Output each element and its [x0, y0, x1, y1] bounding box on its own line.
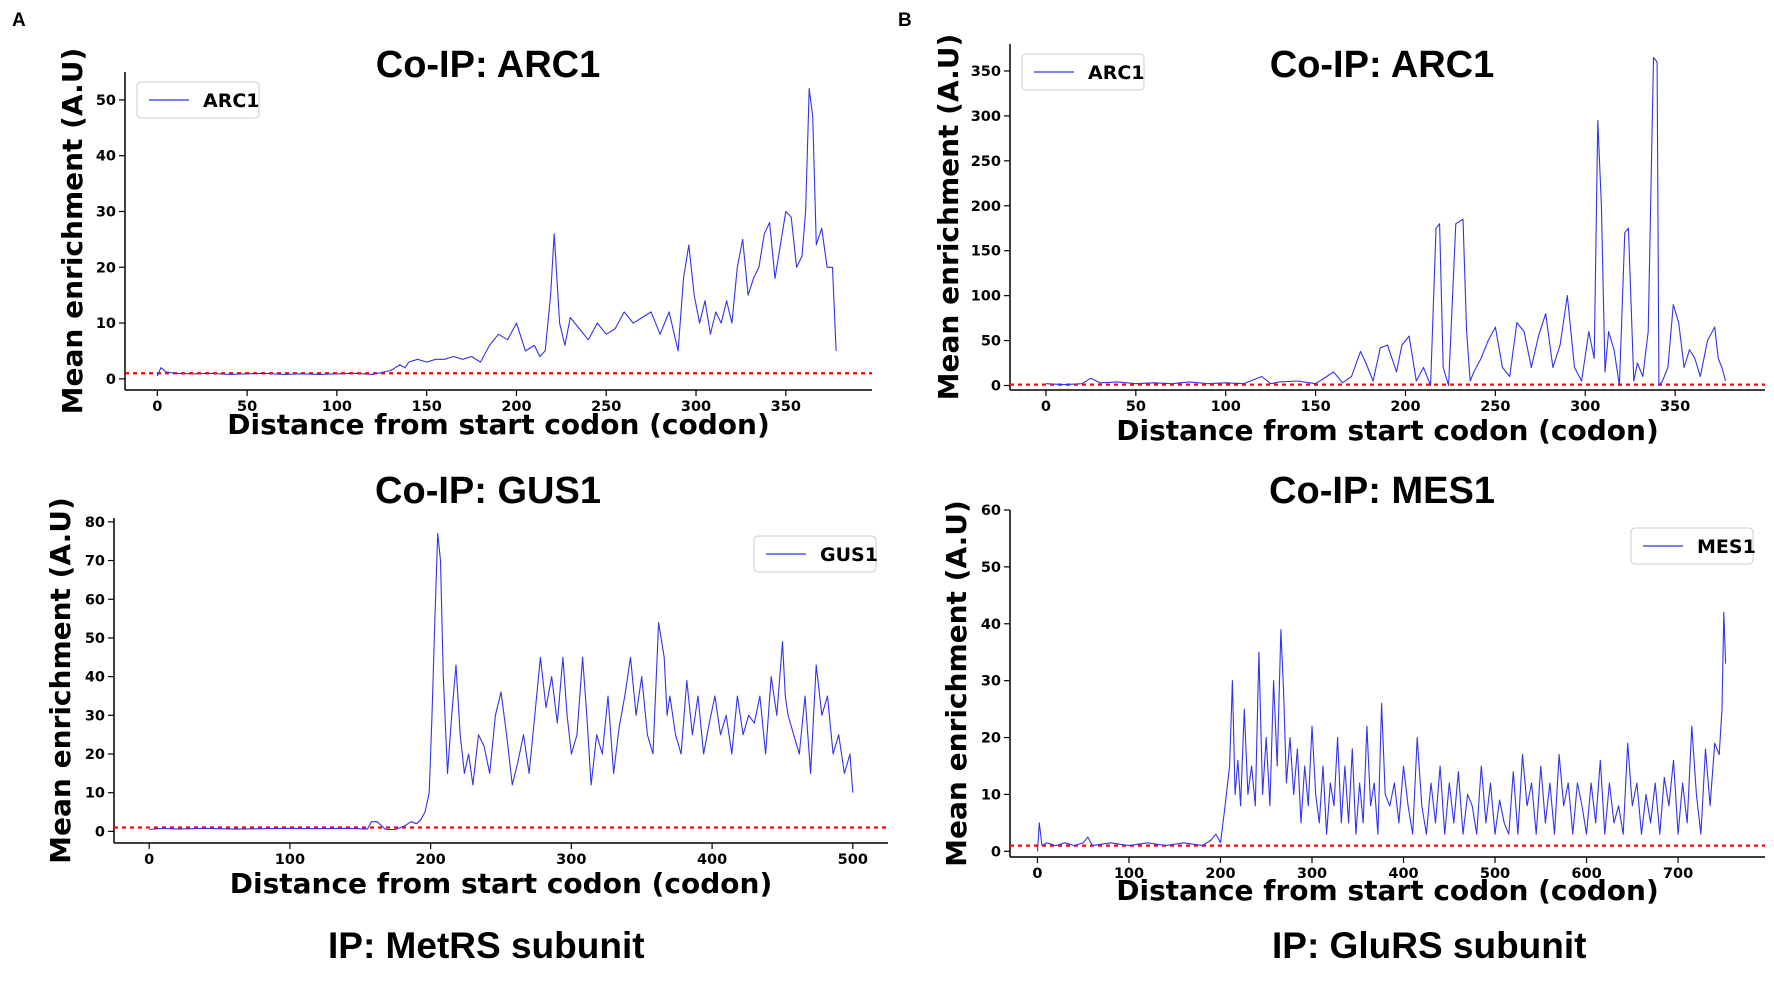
- chart2-x-tick-label: 0: [144, 852, 154, 868]
- chart2-y-tick-label: 0: [95, 824, 105, 840]
- chart3-x-tick-label: 300: [1570, 399, 1600, 415]
- chart3-x-tick-label: 50: [1126, 399, 1146, 415]
- chart3-y-tick-label: 50: [981, 334, 1001, 350]
- chart2-legend-label: GUS1: [820, 544, 878, 566]
- chart3-y-tick-label: 100: [971, 289, 1001, 305]
- chart1-y-tick-label: 10: [96, 316, 116, 332]
- chart2-x-tick-label: 400: [697, 852, 727, 868]
- chart3-y-tick-label: 300: [971, 109, 1001, 125]
- panel-label-a: A: [12, 10, 26, 31]
- chart4-y-axis-label: Mean enrichment (A.U): [940, 500, 973, 867]
- caption-metrs: IP: MetRS subunit: [328, 925, 645, 966]
- chart4-y-tick-label: 0: [991, 844, 1001, 860]
- chart2-series-line: [149, 532, 854, 831]
- chart3-series-line: [1045, 56, 1727, 387]
- chart4-y-tick-label: 50: [981, 560, 1001, 576]
- chart4-x-tick-label: 100: [1114, 866, 1144, 882]
- chart2-y-tick-label: 40: [85, 670, 105, 686]
- chart4-x-tick-label: 600: [1571, 866, 1601, 882]
- chart4-legend-box: [1630, 527, 1754, 565]
- chart4-x-axis-label: Distance from start codon (codon): [1116, 874, 1659, 907]
- chart1-x-tick-label: 150: [412, 399, 442, 415]
- chart4-series-line: [1036, 611, 1727, 852]
- chart3-x-tick-label: 100: [1211, 399, 1241, 415]
- chart1-x-axis-label: Distance from start codon (codon): [227, 408, 770, 441]
- chart4-y-tick-label: 60: [981, 503, 1001, 519]
- chart1-series-line: [156, 88, 837, 377]
- chart1-y-tick-label: 20: [96, 260, 116, 276]
- chart4-x-tick-label: 300: [1297, 866, 1327, 882]
- chart1-y-tick-label: 40: [96, 149, 116, 165]
- chart1-y-tick-label: 50: [96, 93, 116, 109]
- chart2-y-tick-label: 30: [85, 708, 105, 724]
- chart3-y-tick-label: 350: [971, 64, 1001, 80]
- chart2-x-tick-label: 200: [415, 852, 445, 868]
- chart3-x-tick-label: 250: [1480, 399, 1510, 415]
- chart2-x-tick-label: 300: [556, 852, 586, 868]
- chart4-y-tick-label: 10: [981, 787, 1001, 803]
- chart1-x-tick-label: 200: [501, 399, 531, 415]
- chart1-y-tick-label: 30: [96, 204, 116, 220]
- chart3-y-axis-label: Mean enrichment (A.U): [932, 34, 965, 401]
- chart2-y-tick-label: 10: [85, 786, 105, 802]
- chart-title-b-top: Co-IP: ARC1: [1269, 44, 1495, 86]
- chart1-x-tick-label: 300: [681, 399, 711, 415]
- chart1-legend-label: ARC1: [203, 90, 260, 112]
- chart1-x-tick-label: 100: [322, 399, 352, 415]
- chart4-y-tick-label: 20: [981, 731, 1001, 747]
- chart3-x-axis-label: Distance from start codon (codon): [1116, 414, 1659, 447]
- chart1-x-tick-label: 50: [237, 399, 257, 415]
- chart1-legend-box: [136, 81, 260, 119]
- chart-title-a-bottom: Co-IP: GUS1: [375, 470, 601, 512]
- chart3-legend-label: ARC1: [1088, 62, 1145, 84]
- chart3-y-tick-label: 150: [971, 244, 1001, 260]
- chart4-x-tick-label: 500: [1480, 866, 1510, 882]
- chart2-x-tick-label: 100: [275, 852, 305, 868]
- chart4-x-tick-label: 700: [1663, 866, 1693, 882]
- chart3-x-tick-label: 0: [1041, 399, 1051, 415]
- chart2-y-tick-label: 80: [85, 515, 105, 531]
- chart3-x-tick-label: 350: [1660, 399, 1690, 415]
- chart2-y-tick-label: 20: [85, 747, 105, 763]
- chart2-y-tick-label: 70: [85, 554, 105, 570]
- chart3-y-tick-label: 200: [971, 199, 1001, 215]
- caption-glurs: IP: GluRS subunit: [1272, 925, 1587, 966]
- chart1-y-axis-label: Mean enrichment (A.U): [56, 48, 89, 415]
- chart3-y-tick-label: 0: [991, 379, 1001, 395]
- chart2-x-axis-label: Distance from start codon (codon): [230, 867, 773, 900]
- chart-title-a-top: Co-IP: ARC1: [375, 44, 601, 86]
- chart-title-b-bottom: Co-IP: MES1: [1269, 470, 1495, 512]
- chart3-legend-box: [1021, 53, 1145, 91]
- chart1-x-tick-label: 350: [771, 399, 801, 415]
- chart4-x-tick-label: 0: [1032, 866, 1042, 882]
- chart4-y-tick-label: 30: [981, 674, 1001, 690]
- chart4-legend-label: MES1: [1697, 536, 1756, 558]
- chart1-x-tick-label: 250: [591, 399, 621, 415]
- chart3-x-tick-label: 150: [1300, 399, 1330, 415]
- chart2-y-axis-label: Mean enrichment (A.U): [44, 497, 77, 864]
- chart2-legend-box: [753, 535, 877, 573]
- chart1-y-tick-label: 0: [106, 372, 116, 388]
- chart4-y-tick-label: 40: [981, 617, 1001, 633]
- chart3-x-tick-label: 200: [1390, 399, 1420, 415]
- chart4-x-tick-label: 400: [1388, 866, 1418, 882]
- chart2-x-tick-label: 500: [838, 852, 868, 868]
- chart2-y-tick-label: 60: [85, 592, 105, 608]
- chart2-y-tick-label: 50: [85, 631, 105, 647]
- chart3-y-tick-label: 250: [971, 154, 1001, 170]
- chart4-x-tick-label: 200: [1205, 866, 1235, 882]
- chart1-x-tick-label: 0: [152, 399, 162, 415]
- panel-label-b: B: [898, 10, 912, 31]
